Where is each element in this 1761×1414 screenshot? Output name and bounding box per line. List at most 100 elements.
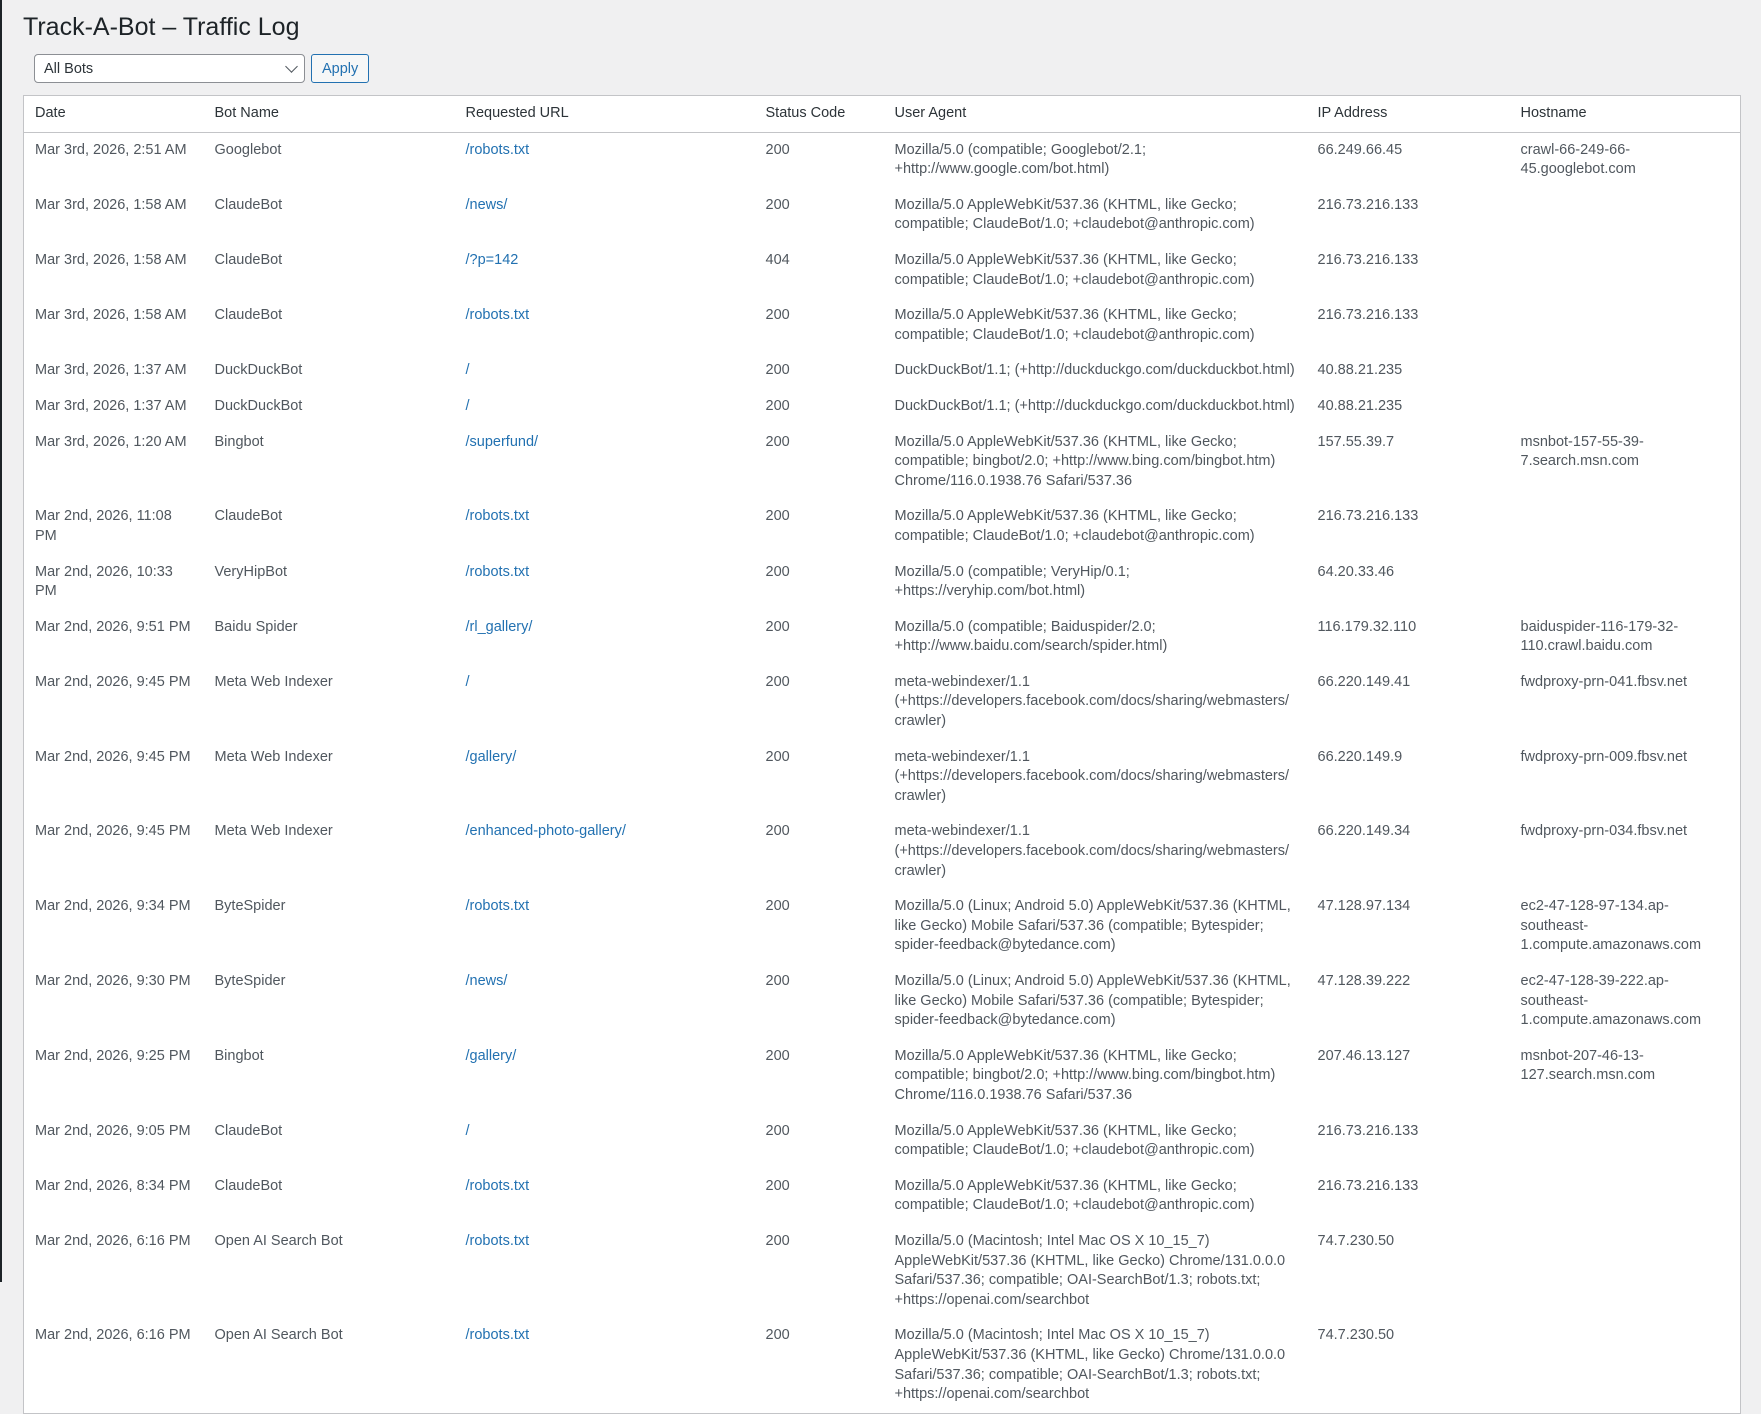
cell-ip-address: 64.20.33.46 [1317,563,1395,580]
cell-user-agent: Mozilla/5.0 AppleWebKit/537.36 (KHTML, l… [894,1122,1255,1159]
cell-bot-name: ClaudeBot [214,307,283,324]
cell-ip-address: 66.220.149.41 [1317,673,1411,690]
cell-requested-url: /?p=142 [455,243,755,298]
requested-url-link[interactable]: /?p=142 [465,251,519,268]
cell-status-code: 200 [765,1047,790,1064]
table-row: Mar 2nd, 2026, 9:45 PM Meta Web Indexer/g… [24,740,1741,815]
cell-date: Mar 3rd, 2026, 1:20 AM [35,433,187,450]
requested-url-link[interactable]: /robots.txt [465,141,530,158]
cell-requested-url: /robots.txt [455,889,755,964]
cell-status-code: 200 [765,618,790,635]
apply-button[interactable]: Apply [311,54,370,83]
cell-bot-name: DuckDuckBot [214,397,303,414]
requested-url-link[interactable]: / [465,1122,470,1139]
cell-hostname [1510,389,1741,425]
cell-ip-address: 216.73.216.133 [1317,1177,1419,1194]
cell-requested-url: / [455,1114,755,1169]
table-row: Mar 2nd, 2026, 9:45 PM Meta Web Indexer/e… [24,814,1741,889]
requested-url-link[interactable]: /enhanced-photo-gallery/ [465,823,626,840]
cell-hostname: msnbot-157-55-39-7.search.msn.com [1520,433,1644,470]
requested-url-link[interactable]: /gallery/ [465,748,517,765]
cell-requested-url: /news/ [455,964,755,1039]
requested-url-link[interactable]: /robots.txt [465,563,530,580]
traffic-log-table: Date Bot Name Requested URL Status Code User… [23,95,1741,1414]
table-row: Mar 2nd, 2026, 8:34 PM ClaudeBot/robots.t… [24,1169,1741,1224]
table-row: Mar 3rd, 2026, 2:51 AM Googlebot/robots.t… [24,132,1741,188]
cell-bot-name: Bingbot [214,433,264,450]
requested-url-link[interactable]: /robots.txt [465,1177,530,1194]
cell-requested-url: /news/ [455,188,755,243]
table-row: Mar 3rd, 2026, 1:58 AM ClaudeBot/news/200… [24,188,1741,243]
cell-bot-name: ClaudeBot [214,196,283,213]
requested-url-link[interactable]: / [465,673,470,690]
requested-url-link[interactable]: /robots.txt [465,1327,530,1344]
cell-date: Mar 3rd, 2026, 2:51 AM [35,141,187,158]
cell-date: Mar 2nd, 2026, 11:08 PM [35,508,172,544]
cell-requested-url: /robots.txt [455,1224,755,1318]
requested-url-link[interactable]: /news/ [465,973,508,989]
cell-ip-address: 47.128.97.134 [1317,898,1411,915]
cell-requested-url: /robots.txt [455,132,755,188]
cell-requested-url: /robots.txt [455,298,755,353]
cell-hostname: crawl-66-249-66-45.googlebot.com [1520,141,1636,178]
cell-date: Mar 2nd, 2026, 10:33 PM [35,563,173,600]
cell-ip-address: 66.220.149.34 [1317,823,1411,840]
column-header-ip-address: IP Address [1306,95,1510,133]
cell-requested-url: /rl_gallery/ [455,610,755,665]
cell-status-code: 200 [765,196,790,213]
requested-url-link[interactable]: /news/ [465,196,508,213]
requested-url-link[interactable]: /robots.txt [465,898,530,915]
cell-date: Mar 2nd, 2026, 9:51 PM [35,618,191,635]
requested-url-link[interactable]: / [465,397,470,414]
requested-url-link[interactable]: /robots.txt [465,508,530,525]
cell-ip-address: 66.249.66.45 [1317,141,1403,158]
table-row: Mar 2nd, 2026, 11:08 PM ClaudeBot/robots.… [24,499,1741,554]
cell-status-code: 200 [765,823,790,840]
requested-url-link[interactable]: / [465,362,470,379]
bot-filter-select[interactable]: All Bots [34,54,305,83]
bot-filter-value: All Bots [44,60,94,77]
cell-bot-name: DuckDuckBot [214,362,303,379]
cell-user-agent: Mozilla/5.0 AppleWebKit/537.36 (KHTML, l… [894,1047,1276,1103]
requested-url-link[interactable]: /robots.txt [465,307,530,324]
cell-requested-url: /superfund/ [455,425,755,500]
cell-user-agent: Mozilla/5.0 (compatible; VeryHip/0.1; +h… [894,563,1130,600]
table-row: Mar 3rd, 2026, 1:58 AM ClaudeBot /?p=142 40… [24,243,1741,298]
cell-requested-url: /robots.txt [455,499,755,554]
cell-status-code: 200 [765,397,790,414]
requested-url-link[interactable]: /superfund/ [465,433,539,450]
table-row: Mar 2nd, 2026, 9:34 PM ByteSpider/robots.… [24,889,1741,964]
cell-bot-name: Meta Web Indexer [214,673,333,690]
cell-date: Mar 3rd, 2026, 1:37 AM [35,397,187,414]
table-row: Mar 2nd, 2026, 6:16 PM Open AI Search Bot… [24,1224,1741,1318]
cell-requested-url: / [455,665,755,740]
table-row: Mar 2nd, 2026, 9:25 PM Bingbot/gallery/20… [24,1039,1741,1114]
table-row: Mar 2nd, 2026, 9:30 PM ByteSpider/news/20… [24,964,1741,1039]
cell-status-code: 200 [765,563,790,580]
cell-status-code: 404 [765,251,790,268]
requested-url-link[interactable]: /robots.txt [465,1232,530,1249]
cell-status-code: 200 [765,973,790,989]
cell-status-code: 200 [765,362,790,379]
cell-ip-address: 216.73.216.133 [1317,1122,1419,1139]
cell-user-agent: meta-webindexer/1.1 (+https://developers… [894,673,1290,730]
cell-ip-address: 207.46.13.127 [1317,1047,1411,1064]
cell-hostname [1510,555,1741,610]
filter-bar: All Bots Apply [34,54,370,83]
cell-ip-address: 116.179.32.110 [1317,618,1417,635]
cell-ip-address: 216.73.216.133 [1317,508,1419,525]
cell-bot-name: ClaudeBot [214,508,283,525]
cell-ip-address: 40.88.21.235 [1317,362,1403,379]
requested-url-link[interactable]: /gallery/ [465,1047,517,1064]
table-row: Mar 3rd, 2026, 1:37 AM DuckDuckBot / 200 Duc… [24,353,1741,389]
cell-bot-name: Meta Web Indexer [214,823,333,840]
cell-requested-url: /robots.txt [455,1169,755,1224]
cell-date: Mar 3rd, 2026, 1:58 AM [35,196,187,213]
cell-hostname: ec2-47-128-97-134.ap-southeast-1.compute… [1520,898,1702,954]
cell-requested-url: / [455,389,755,425]
cell-date: Mar 2nd, 2026, 9:45 PM [35,748,191,765]
requested-url-link[interactable]: /rl_gallery/ [465,618,533,635]
cell-date: Mar 2nd, 2026, 9:34 PM [35,898,191,915]
table-row: Mar 3rd, 2026, 1:20 AM Bingbot/superfund/… [24,425,1741,500]
column-header-user-agent: User Agent [883,95,1307,133]
